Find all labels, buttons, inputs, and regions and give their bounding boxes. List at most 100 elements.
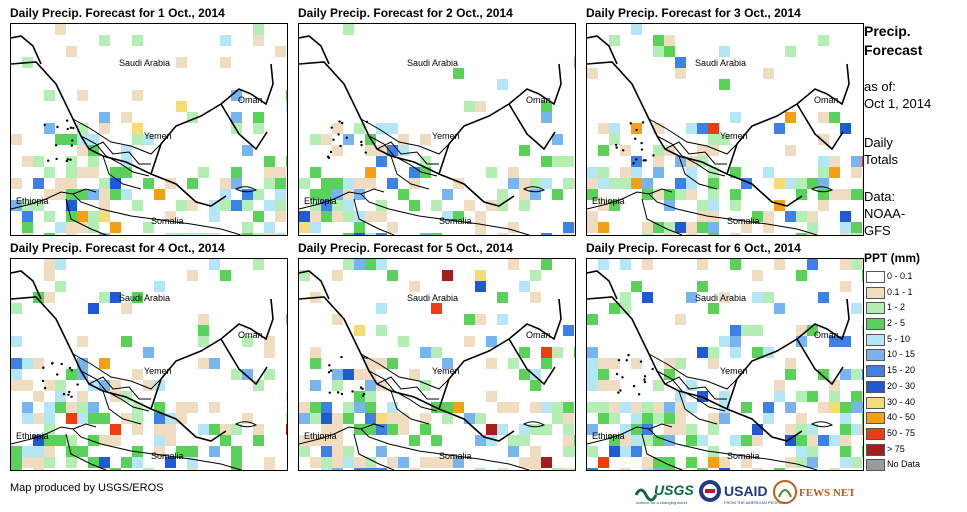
border-line xyxy=(220,103,268,151)
border-line xyxy=(11,270,42,300)
border-line xyxy=(508,338,556,386)
island-dot xyxy=(43,123,46,127)
island-dot xyxy=(361,387,364,391)
island-dot xyxy=(42,366,45,369)
border-line xyxy=(353,198,395,235)
border-line xyxy=(360,118,450,155)
border-line xyxy=(641,433,683,470)
border-line xyxy=(641,198,683,235)
legend-swatch xyxy=(866,349,885,362)
source-line: NOAA- xyxy=(864,206,906,221)
panel-title: Daily Precip. Forecast for 6 Oct., 2014 xyxy=(586,241,801,255)
border-line xyxy=(102,390,142,425)
border-line xyxy=(376,141,439,165)
island-dot xyxy=(627,353,630,357)
fewsnet-logo: FEWS NET xyxy=(773,480,856,504)
map-svg: Saudi Arabia Oman Yemen Ethiopia Somalia xyxy=(11,24,287,235)
panel-title: Daily Precip. Forecast for 2 Oct., 2014 xyxy=(298,6,513,20)
as-of-date: as of: Oct 1, 2014 xyxy=(864,78,931,112)
border-line xyxy=(88,376,151,400)
border-line xyxy=(656,370,726,412)
totals-line: Daily xyxy=(864,135,893,150)
border-line xyxy=(678,155,718,190)
legend-label: 30 - 40 xyxy=(887,396,916,407)
island-dot xyxy=(43,386,47,390)
country-label-ethiopia: Ethiopia xyxy=(304,196,337,206)
border-line xyxy=(587,270,618,300)
island-dot xyxy=(340,121,344,125)
island-dot xyxy=(619,389,622,392)
legend-swatch xyxy=(866,412,885,425)
island-dot xyxy=(72,126,75,130)
island-dot xyxy=(56,125,59,129)
island-dot xyxy=(41,379,45,383)
island-dot xyxy=(330,126,333,129)
logos-svg: USGS science for a changing world USAID … xyxy=(634,480,856,505)
island-dot xyxy=(639,360,643,363)
border-line xyxy=(656,135,726,177)
forecast-map: Saudi Arabia Oman Yemen Ethiopia Somalia xyxy=(10,258,288,471)
border-line xyxy=(299,426,530,470)
border-line xyxy=(438,298,562,410)
precip-grid xyxy=(11,24,287,235)
precip-grid xyxy=(299,259,575,470)
island-dot xyxy=(640,141,643,145)
island-dot xyxy=(632,162,635,165)
border-line xyxy=(234,421,258,428)
border-line xyxy=(522,186,546,193)
country-label-saudi: Saudi Arabia xyxy=(407,293,458,303)
usaid-logo: USAID FROM THE AMERICAN PEOPLE xyxy=(699,480,784,505)
border-line xyxy=(810,186,834,193)
island-dot xyxy=(70,144,74,147)
country-label-ethiopia: Ethiopia xyxy=(592,196,625,206)
legend-swatch xyxy=(866,302,885,315)
border-line xyxy=(353,433,395,470)
legend-swatch xyxy=(866,443,885,456)
legend-label: 20 - 30 xyxy=(887,380,916,391)
country-label-saudi: Saudi Arabia xyxy=(695,58,746,68)
island-dot xyxy=(54,144,58,147)
panel-title: Daily Precip. Forecast for 3 Oct., 2014 xyxy=(586,6,801,20)
island-dot xyxy=(360,140,363,144)
legend-swatch xyxy=(866,427,885,440)
legend-label: 40 - 50 xyxy=(887,412,916,423)
border-line xyxy=(587,426,818,470)
legend-label: 15 - 20 xyxy=(887,365,916,376)
country-label-somalia: Somalia xyxy=(151,451,184,461)
legend-label: No Data xyxy=(887,459,921,470)
island-dot xyxy=(338,120,341,123)
legend-label: 0 - 0.1 xyxy=(887,271,913,281)
usgs-tagline: science for a changing world xyxy=(636,500,687,505)
island-dot xyxy=(643,375,647,378)
border-line xyxy=(796,338,844,386)
precip-grid xyxy=(299,24,575,235)
map-credit: Map produced by USGS/EROS xyxy=(10,482,164,494)
border-line xyxy=(648,423,673,430)
country-label-yemen: Yemen xyxy=(144,131,172,141)
border-line xyxy=(150,63,274,175)
usgs-wordmark: USGS xyxy=(654,482,694,498)
legend-label: 2 - 5 xyxy=(887,318,906,329)
island-dot xyxy=(635,128,638,132)
island-dot xyxy=(652,154,655,157)
country-label-yemen: Yemen xyxy=(720,131,748,141)
usaid-tagline: FROM THE AMERICAN PEOPLE xyxy=(724,500,784,505)
island-dot xyxy=(363,392,366,396)
map-svg: Saudi Arabia Oman Yemen Ethiopia Somalia xyxy=(587,24,863,235)
island-dot xyxy=(637,393,641,396)
border-line xyxy=(587,35,618,65)
legend-label: 0.1 - 1 xyxy=(887,286,913,297)
border-line xyxy=(88,141,151,165)
island-dot xyxy=(622,149,625,152)
country-label-saudi: Saudi Arabia xyxy=(119,58,170,68)
island-dot xyxy=(328,364,331,367)
island-dot xyxy=(340,392,344,396)
country-label-ethiopia: Ethiopia xyxy=(16,431,49,441)
country-label-ethiopia: Ethiopia xyxy=(592,431,625,441)
country-label-somalia: Somalia xyxy=(727,451,760,461)
country-label-oman: Oman xyxy=(814,95,839,105)
country-label-yemen: Yemen xyxy=(144,366,172,376)
island-dot xyxy=(617,358,621,362)
border-line xyxy=(678,390,718,425)
island-dot xyxy=(643,378,646,381)
